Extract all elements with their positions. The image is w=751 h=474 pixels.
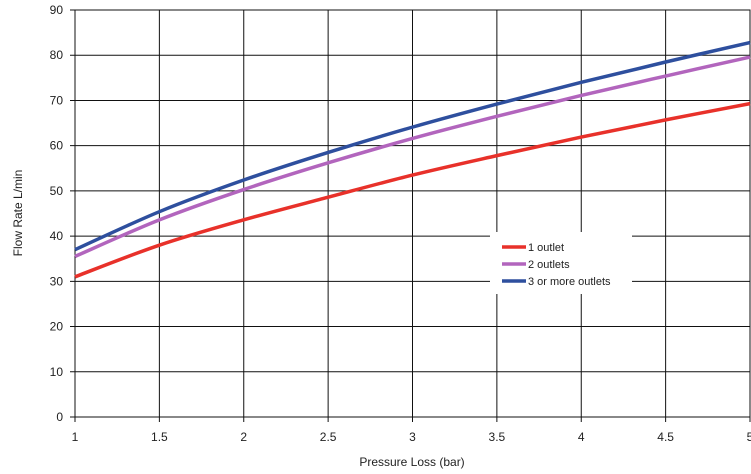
x-axis-title: Pressure Loss (bar): [359, 455, 464, 469]
x-axis-ticks: 1 1.5 2 2.5 3 3.5 4 4.5 5: [72, 417, 751, 444]
y-tick-label: 70: [50, 93, 64, 107]
y-axis-ticks: 0 10 20 30 40 50 60 70 80 90: [50, 3, 64, 424]
x-tick-label: 1.5: [151, 430, 168, 444]
legend: 1 outlet 2 outlets 3 or more outlets: [490, 232, 632, 294]
x-tick-label: 1: [72, 430, 79, 444]
legend-label: 2 outlets: [528, 259, 570, 271]
y-tick-label: 0: [56, 410, 63, 424]
x-tick-label: 5: [747, 430, 751, 444]
y-tick-label: 10: [50, 365, 64, 379]
y-tick-label: 20: [50, 320, 64, 334]
legend-label: 3 or more outlets: [528, 276, 611, 288]
y-tick-label: 60: [50, 139, 64, 153]
x-tick-label: 3.5: [489, 430, 506, 444]
x-tick-label: 3: [409, 430, 416, 444]
gridlines: [70, 9, 751, 418]
series-line-3-or-more-outlets: [74, 40, 751, 252]
series-line-2-outlets: [74, 55, 751, 259]
x-tick-label: 2: [240, 430, 247, 444]
x-tick-label: 4: [578, 430, 585, 444]
y-tick-label: 50: [50, 184, 64, 198]
y-tick-label: 90: [50, 3, 64, 17]
x-tick-label: 4.5: [657, 430, 674, 444]
y-tick-label: 80: [50, 48, 64, 62]
series-lines: [74, 40, 751, 279]
series-line-1-outlet: [74, 101, 751, 279]
y-tick-label: 30: [50, 274, 64, 288]
legend-label: 1 outlet: [528, 242, 564, 254]
y-tick-label: 40: [50, 229, 64, 243]
x-tick-label: 2.5: [320, 430, 337, 444]
y-axis-title: Flow Rate L/min: [11, 170, 25, 257]
